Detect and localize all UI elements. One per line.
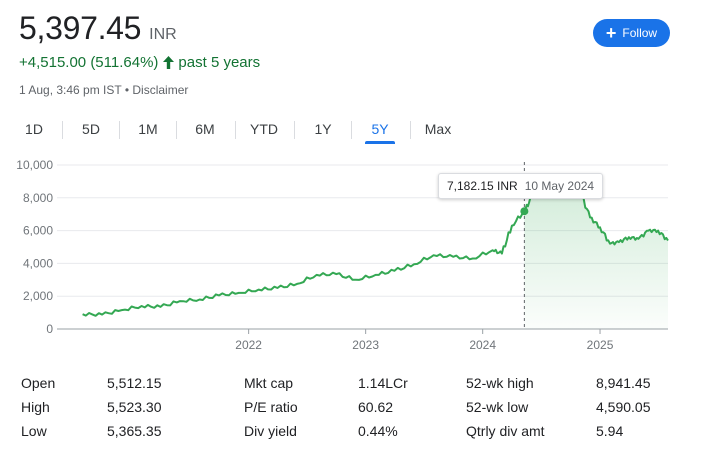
plus-icon: + xyxy=(605,23,617,43)
stat-value-open: 5,512.15 xyxy=(107,375,162,391)
current-price: 5,397.45 xyxy=(19,10,142,46)
tab-6m[interactable]: 6M xyxy=(190,112,220,146)
y-tick-label: 8,000 xyxy=(23,191,53,205)
price-line xyxy=(82,182,669,317)
stat-label-pe-ratio: P/E ratio xyxy=(244,399,298,415)
change-period: past 5 years xyxy=(178,54,261,71)
stat-label-low: Low xyxy=(21,423,47,439)
price-change: +4,515.00 (511.64%) past 5 years xyxy=(19,54,260,71)
arrow-up-icon xyxy=(163,56,175,69)
price-header: 5,397.45 INR xyxy=(19,10,177,47)
stat-label-qtrly-div: Qtrly div amt xyxy=(466,423,545,439)
y-tick-label: 0 xyxy=(46,322,53,336)
x-tick-label: 2025 xyxy=(587,338,614,352)
stat-value-pe-ratio: 60.62 xyxy=(358,399,394,415)
stat-label-52wk-high: 52-wk high xyxy=(466,375,534,391)
hover-point xyxy=(520,207,529,216)
range-tabs: 1D 5D 1M 6M YTD 1Y 5Y Max xyxy=(0,112,704,146)
tab-label: 5D xyxy=(82,121,100,137)
tab-divider xyxy=(410,121,411,139)
price-area-fill xyxy=(524,183,668,329)
tab-divider xyxy=(176,121,177,139)
currency-label: INR xyxy=(149,26,177,43)
tab-label: 1M xyxy=(138,121,158,137)
tab-label: Max xyxy=(424,121,452,137)
stat-value-52wk-low: 4,590.05 xyxy=(596,399,651,415)
tab-ytd[interactable]: YTD xyxy=(245,112,283,146)
y-tick-label: 10,000 xyxy=(16,158,53,172)
active-tab-indicator xyxy=(365,141,395,144)
stat-value-52wk-high: 8,941.45 xyxy=(596,375,651,391)
timestamp-disclaimer[interactable]: 1 Aug, 3:46 pm IST • Disclaimer xyxy=(19,83,189,97)
stat-value-high: 5,523.30 xyxy=(107,399,162,415)
stat-value-mkt-cap: 1.14LCr xyxy=(358,375,408,391)
tab-label: YTD xyxy=(250,121,278,137)
tab-max[interactable]: Max xyxy=(420,112,456,146)
tab-1m[interactable]: 1M xyxy=(133,112,163,146)
tab-label: 1Y xyxy=(314,121,332,137)
tab-5y[interactable]: 5Y xyxy=(363,112,397,146)
tab-label: 6M xyxy=(195,121,215,137)
y-tick-label: 4,000 xyxy=(23,256,53,270)
tooltip-date: 10 May 2024 xyxy=(524,179,595,193)
stat-value-div-yield: 0.44% xyxy=(358,423,398,439)
x-tick-label: 2024 xyxy=(469,338,496,352)
tab-1y[interactable]: 1Y xyxy=(308,112,338,146)
tab-1d[interactable]: 1D xyxy=(19,112,49,146)
stat-label-high: High xyxy=(21,399,50,415)
tab-divider xyxy=(294,121,295,139)
x-tick-label: 2023 xyxy=(352,338,379,352)
chart-tooltip: 7,182.15 INR 10 May 2024 xyxy=(438,173,604,199)
tab-divider xyxy=(62,121,63,139)
follow-label: Follow xyxy=(622,26,658,40)
x-tick-label: 2022 xyxy=(235,338,262,352)
y-tick-label: 2,000 xyxy=(23,289,53,303)
stat-label-div-yield: Div yield xyxy=(244,423,297,439)
follow-button[interactable]: + Follow xyxy=(593,19,670,47)
tab-5d[interactable]: 5D xyxy=(76,112,106,146)
tab-label: 5Y xyxy=(371,121,389,137)
tab-divider xyxy=(235,121,236,139)
tab-label: 1D xyxy=(25,121,43,137)
stat-label-mkt-cap: Mkt cap xyxy=(244,375,294,391)
change-value: +4,515.00 (511.64%) xyxy=(19,54,159,71)
tab-divider xyxy=(119,121,120,139)
price-chart[interactable]: 10,000 8,000 6,000 4,000 2,000 0 2022 2023 2024… xyxy=(0,150,704,360)
stat-label-52wk-low: 52-wk low xyxy=(466,399,529,415)
stat-label-open: Open xyxy=(21,375,56,391)
stat-value-qtrly-div: 5.94 xyxy=(596,423,624,439)
tab-divider xyxy=(351,121,352,139)
y-tick-label: 6,000 xyxy=(23,224,53,238)
tooltip-value: 7,182.15 INR xyxy=(447,179,518,193)
stat-value-low: 5,365.35 xyxy=(107,423,162,439)
